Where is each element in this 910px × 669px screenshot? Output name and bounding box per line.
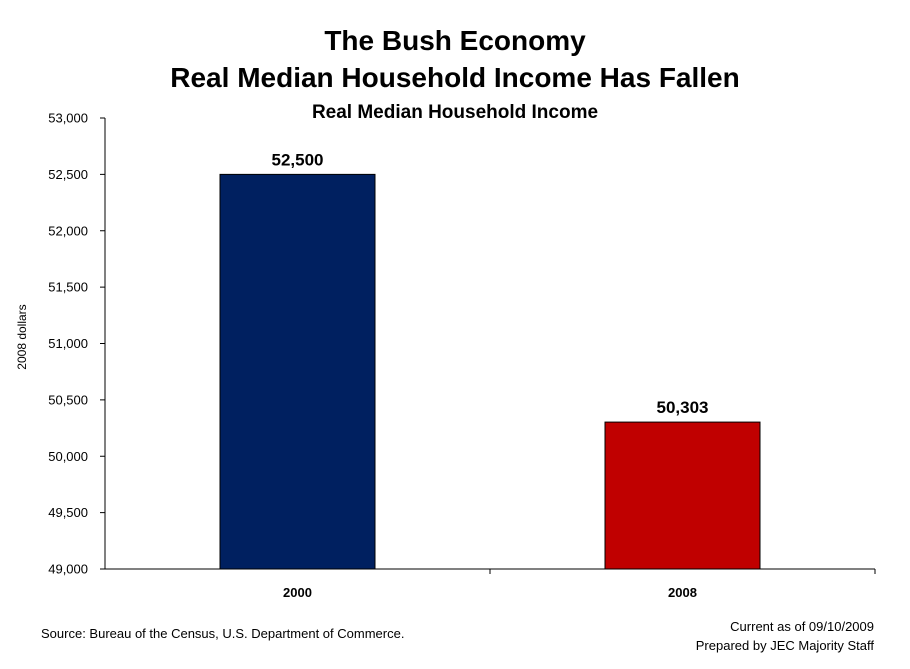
data-label-2008: 50,303: [657, 398, 709, 417]
y-axis-label: 2008 dollars: [15, 304, 29, 370]
x-tick-label: 2008: [668, 585, 697, 600]
y-tick-label: 50,500: [48, 392, 88, 407]
y-tick-label: 53,000: [48, 111, 88, 126]
y-tick-label: 52,000: [48, 223, 88, 238]
y-tick-label: 51,000: [48, 336, 88, 351]
current-as-of: Current as of 09/10/2009: [730, 619, 874, 634]
source-note: Source: Bureau of the Census, U.S. Depar…: [41, 626, 405, 641]
x-tick-label: 2000: [283, 585, 312, 600]
bars: [219, 173, 761, 570]
chart-subtitle: Real Median Household Income: [311, 102, 599, 123]
y-tick-label: 49,500: [48, 505, 88, 520]
y-tick-label: 50,000: [48, 449, 88, 464]
chart-title: The Bush Economy: [324, 25, 586, 56]
data-label-2000: 52,500: [272, 150, 324, 169]
y-tick-label: 49,000: [48, 562, 88, 577]
y-tick-label: 52,500: [48, 167, 88, 182]
bar-2000: [219, 173, 376, 570]
axes: 49,000 49,500 50,000 50,500 51,000 51,500 52,0…: [48, 111, 876, 577]
prepared-by: Prepared by JEC Majority Staff: [695, 638, 874, 653]
bar-2008: [604, 421, 761, 570]
footer-credits: Current as of 09/10/2009 Prepared by JEC…: [696, 617, 874, 655]
y-tick-label: 51,500: [48, 280, 88, 295]
labels: 52,500 2000 50,303 2008: [272, 150, 709, 600]
chart-title-line2: Real Median Household Income Has Fallen: [170, 62, 740, 93]
